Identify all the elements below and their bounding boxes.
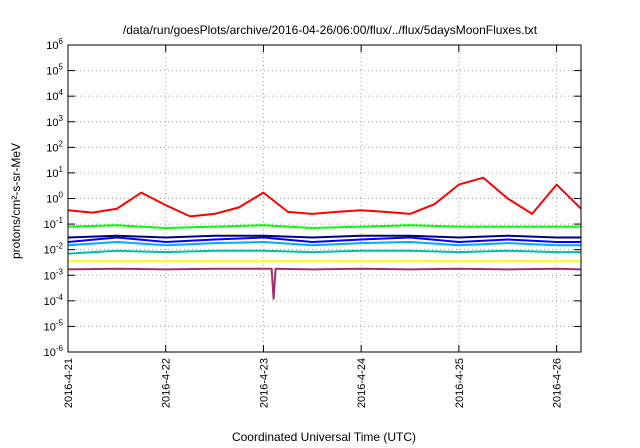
- y-tick-label: 106: [46, 37, 63, 52]
- y-tick-label: 102: [46, 139, 63, 154]
- flux-series-line: [67, 176, 582, 218]
- y-tick-label: 100: [46, 191, 63, 206]
- x-axis-label: Coordinated Universal Time (UTC): [232, 430, 416, 444]
- axes-ticks: [67, 44, 581, 353]
- y-tick-label: 104: [46, 88, 63, 103]
- flux-series-line: [67, 249, 581, 255]
- x-tick-label: 2016-4-21: [63, 358, 75, 408]
- grid: [68, 45, 581, 352]
- chart-title: /data/run/goesPlots/archive/2016-04-26/0…: [123, 23, 538, 37]
- flux-series-line: [67, 234, 581, 239]
- flux-series-line: [67, 224, 581, 229]
- x-tick-label: 2016-4-26: [552, 358, 564, 408]
- x-tick-label: 2016-4-22: [161, 358, 173, 408]
- y-tick-label: 10-2: [44, 242, 64, 257]
- x-tick-label: 2016-4-25: [454, 358, 466, 408]
- series-group: [67, 176, 582, 300]
- y-tick-label: 10-3: [44, 267, 64, 282]
- y-tick-label: 103: [46, 114, 63, 129]
- x-tick-label: 2016-4-24: [356, 358, 368, 408]
- y-tick-label: 10-1: [44, 216, 64, 231]
- axis-tick-labels: 10-6 10-5 10-4 10-3 10-2 10-1 100 101 102 103 104 1…: [44, 37, 564, 408]
- x-tick-label: 2016-4-23: [258, 358, 270, 408]
- y-tick-label: 10-6: [44, 344, 64, 359]
- y-tick-label: 101: [46, 165, 63, 180]
- y-tick-label: 105: [46, 63, 63, 78]
- flux-series-line: [67, 267, 582, 300]
- y-tick-label: 10-4: [44, 293, 64, 308]
- flux-series-line: [67, 236, 581, 243]
- y-axis-label: protons/cm²-s-sr-MeV: [9, 143, 23, 259]
- flux-series-line: [67, 241, 581, 247]
- y-tick-label: 10-5: [44, 318, 64, 333]
